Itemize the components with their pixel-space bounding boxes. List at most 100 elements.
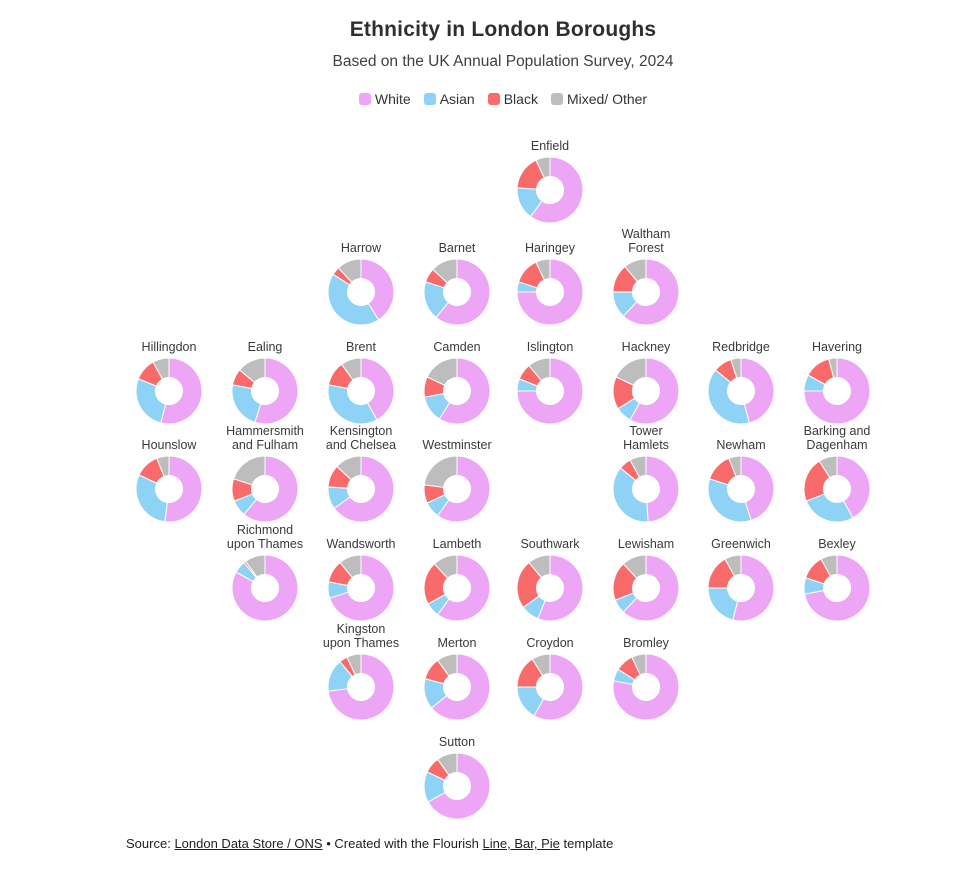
donut-segment-redbridge-mixed-other[interactable] [730,357,742,379]
borough-label-lewisham: Lewisham [617,537,675,552]
legend-item-mixed-other[interactable]: Mixed/ Other [550,91,647,107]
donut-segment-barking-and-dagenham-mixed-other[interactable] [818,455,838,479]
donut-segment-greenwich-asian[interactable] [707,587,739,621]
legend-swatch-mixed-other [550,93,563,105]
legend-swatch-asian [423,93,436,105]
donut-segment-bromley-mixed-other[interactable] [631,653,647,676]
borough-label-camden: Camden [433,340,481,355]
donut-segment-bexley-mixed-other[interactable] [820,554,838,577]
donut-segment-hammersmith-and-fulham-mixed-other[interactable] [233,455,266,486]
donut-segment-southwark-mixed-other[interactable] [528,554,551,579]
borough-label-hillingdon: Hillingdon [141,340,197,355]
donut-segment-haringey-white[interactable] [516,258,584,326]
donut-segment-hounslow-white[interactable] [164,455,203,523]
donut-segment-barking-and-dagenham-white[interactable] [836,455,871,519]
donut-segment-lambeth-mixed-other[interactable] [433,554,458,579]
donut-segment-kingston-upon-thames-white[interactable] [327,653,395,721]
legend-item-asian[interactable]: Asian [423,91,475,107]
donut-segment-havering-mixed-other[interactable] [828,357,838,379]
donut-segment-hillingdon-white[interactable] [160,357,203,425]
legend-label: Black [503,91,538,107]
donut-segment-richmond-upon-thames-white[interactable] [231,554,299,622]
donut-segment-haringey-mixed-other[interactable] [535,258,551,281]
donut-barking-and-dagenham [803,455,871,523]
donut-segment-sutton-mixed-other[interactable] [437,752,458,776]
donut-segment-enfield-white[interactable] [530,156,584,224]
donut-segment-wandsworth-white[interactable] [329,554,395,622]
donut-segment-merton-white[interactable] [431,653,491,721]
donut-segment-barnet-white[interactable] [435,258,491,326]
donut-bromley [612,653,680,721]
donut-segment-westminster-mixed-other[interactable] [423,455,458,488]
donut-segment-croydon-white[interactable] [533,653,584,721]
donut-segment-camden-mixed-other[interactable] [426,357,458,386]
donut-segment-greenwich-mixed-other[interactable] [724,554,742,577]
donut-segment-richmond-upon-thames-mixed-other[interactable] [245,554,266,578]
donut-segment-camden-white[interactable] [438,357,491,425]
legend-label: White [374,91,411,107]
donut-segment-hammersmith-and-fulham-white[interactable] [243,455,299,523]
donut-segment-harrow-asian[interactable] [327,273,380,326]
footer-source-link[interactable]: London Data Store / ONS [174,836,323,851]
donut-segment-kensington-and-chelsea-mixed-other[interactable] [336,455,362,481]
donut-segment-brent-mixed-other[interactable] [341,357,362,381]
footer-bullet: • [326,836,331,851]
legend-item-black[interactable]: Black [487,91,538,107]
legend-label: Asian [439,91,475,107]
legend-item-white[interactable]: White [358,91,411,107]
donut-segment-hackney-white[interactable] [629,357,680,425]
donut-segment-redbridge-white[interactable] [740,357,775,424]
donut-segment-lambeth-white[interactable] [437,554,491,622]
donut-brent [327,357,395,425]
donut-segment-croydon-mixed-other[interactable] [531,653,551,677]
footer-template-link[interactable]: Line, Bar, Pie [482,836,560,851]
donut-harrow [327,258,395,326]
donut-richmond-upon-thames [231,554,299,622]
donut-segment-tower-hamlets-white[interactable] [645,455,680,523]
borough-label-enfield: Enfield [530,139,570,154]
donut-segment-brent-asian[interactable] [327,384,378,425]
donut-segment-southwark-white[interactable] [537,554,584,622]
donut-segment-sutton-white[interactable] [427,752,491,820]
donut-segment-hounslow-mixed-other[interactable] [156,455,170,477]
donut-segment-tower-hamlets-mixed-other[interactable] [629,455,647,478]
donut-bexley [803,554,871,622]
donut-segment-newham-mixed-other[interactable] [728,455,742,477]
donut-segment-waltham-forest-white[interactable] [622,258,680,326]
donut-segment-lewisham-mixed-other[interactable] [622,554,647,579]
borough-label-barnet: Barnet [438,241,476,256]
donut-segment-bexley-white[interactable] [804,554,871,622]
donut-segment-kensington-and-chelsea-white[interactable] [333,455,395,523]
donut-segment-wandsworth-mixed-other[interactable] [339,554,362,579]
donut-segment-barnet-mixed-other[interactable] [432,258,458,284]
donut-segment-kingston-upon-thames-mixed-other[interactable] [346,653,362,676]
borough-label-greenwich: Greenwich [711,537,771,552]
donut-segment-waltham-forest-mixed-other[interactable] [624,258,647,283]
donut-segment-ealing-asian[interactable] [231,384,262,423]
donut-kingston-upon-thames [327,653,395,721]
donut-segment-islington-mixed-other[interactable] [528,357,551,382]
donut-segment-hounslow-asian[interactable] [135,474,168,523]
donut-segment-tower-hamlets-asian[interactable] [612,467,649,523]
donut-segment-harrow-mixed-other[interactable] [337,258,362,283]
donut-segment-merton-mixed-other[interactable] [437,653,458,677]
donut-segment-ealing-white[interactable] [254,357,299,425]
donut-segment-bromley-white[interactable] [612,653,680,721]
donut-segment-ealing-mixed-other[interactable] [239,357,266,383]
donut-segment-brent-white[interactable] [360,357,395,421]
donut-segment-lewisham-white[interactable] [622,554,680,622]
donut-segment-enfield-mixed-other[interactable] [535,156,551,179]
donut-segment-redbridge-asian[interactable] [707,369,750,425]
donut-segment-newham-asian[interactable] [707,478,752,523]
donut-tower-hamlets [612,455,680,523]
donut-segment-hillingdon-mixed-other[interactable] [152,357,170,380]
donut-segment-westminster-white[interactable] [437,455,491,523]
donut-islington [516,357,584,425]
donut-segment-hillingdon-asian[interactable] [135,378,167,424]
donut-segment-greenwich-white[interactable] [732,554,775,622]
donut-southwark [516,554,584,622]
donut-segment-havering-white[interactable] [803,357,871,425]
donut-segment-hackney-mixed-other[interactable] [615,357,647,386]
donut-segment-islington-white[interactable] [516,357,584,425]
donut-segment-newham-white[interactable] [740,455,775,521]
